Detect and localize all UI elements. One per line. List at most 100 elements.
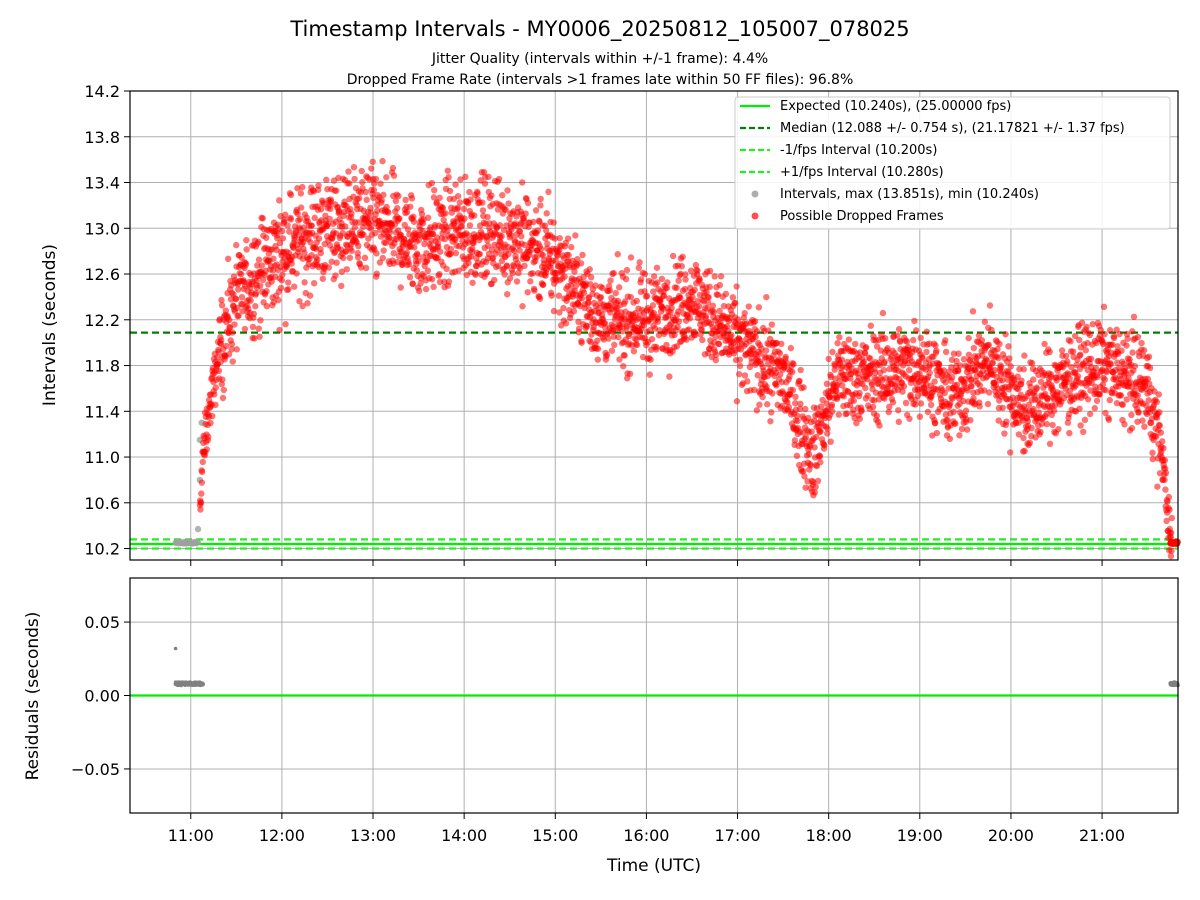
dropped-frame-point	[813, 433, 820, 441]
dropped-frame-point	[940, 367, 948, 374]
dropped-frame-point	[698, 326, 705, 333]
dropped-frame-point	[491, 276, 498, 284]
dropped-frame-point	[946, 435, 954, 443]
dropped-frame-point	[557, 322, 565, 329]
dropped-frame-point	[340, 254, 347, 262]
dropped-frame-point	[1131, 362, 1139, 370]
dropped-frame-point	[1146, 364, 1154, 372]
dropped-frame-point	[976, 403, 983, 410]
dropped-frame-point	[635, 264, 642, 271]
dropped-frame-point	[969, 308, 977, 315]
dropped-frame-point	[811, 444, 818, 451]
dropped-frame-point	[235, 286, 242, 293]
dropped-frame-point	[483, 269, 491, 276]
dropped-frame-point	[504, 291, 511, 298]
dropped-frame-point	[369, 158, 376, 165]
dropped-frame-point	[827, 438, 834, 445]
dropped-frame-point	[531, 287, 538, 294]
dropped-frame-point	[1168, 514, 1176, 522]
dropped-frame-point	[586, 266, 593, 273]
dropped-frame-point	[936, 361, 943, 368]
dropped-frame-point	[1135, 409, 1142, 416]
dropped-frame-point	[994, 346, 1001, 353]
dropped-frame-point	[390, 172, 398, 179]
dropped-frame-point	[518, 233, 525, 240]
dropped-frame-point	[355, 195, 363, 202]
dropped-frame-point	[1159, 438, 1166, 445]
dropped-frame-point	[856, 415, 864, 422]
dropped-frame-point	[446, 187, 454, 195]
x-axis-label: Time (UTC)	[606, 856, 701, 876]
dropped-frame-point	[931, 378, 938, 385]
dropped-frame-point	[606, 287, 614, 294]
dropped-frame-point	[715, 340, 723, 348]
dropped-frame-point	[657, 297, 664, 305]
dropped-frame-point	[1102, 409, 1109, 417]
intervals-y-tick-label: 12.2	[84, 311, 120, 330]
dropped-frame-point	[1037, 378, 1045, 386]
dropped-frame-point	[233, 346, 241, 353]
dropped-frame-point	[797, 366, 804, 374]
dropped-frame-point	[729, 294, 737, 301]
dropped-frame-point	[953, 357, 960, 365]
x-tick-label: 13:00	[350, 826, 396, 845]
dropped-frame-point	[1097, 326, 1105, 334]
dropped-frame-point	[212, 401, 219, 409]
dropped-frame-point	[867, 322, 875, 329]
dropped-frame-point	[211, 391, 218, 398]
dropped-frame-point	[821, 442, 828, 449]
dropped-frame-point	[284, 279, 292, 286]
dropped-frame-point	[712, 356, 720, 364]
dropped-frame-point	[219, 394, 227, 402]
dropped-frame-point	[502, 206, 509, 213]
dropped-frame-point	[736, 370, 743, 378]
dropped-frame-point	[505, 200, 512, 207]
dropped-frame-point	[368, 165, 375, 172]
dropped-frame-point	[484, 213, 491, 221]
dropped-frame-point	[362, 264, 370, 272]
dropped-frame-point	[720, 302, 728, 310]
dropped-frame-point	[608, 347, 616, 354]
dropped-frame-point	[605, 335, 612, 342]
dropped-frame-point	[481, 180, 489, 187]
dropped-frame-point	[367, 209, 374, 216]
dropped-frame-point	[960, 355, 968, 363]
dropped-frame-point	[570, 308, 578, 315]
dropped-frame-point	[1162, 469, 1170, 477]
dropped-frame-point	[263, 287, 270, 295]
dropped-frame-point	[948, 374, 956, 381]
dropped-frame-point	[218, 337, 225, 344]
dropped-frame-point	[1068, 363, 1075, 371]
dropped-frame-point	[361, 254, 369, 262]
dropped-frame-point	[287, 191, 295, 199]
dropped-frame-point	[413, 267, 421, 274]
dropped-frame-point	[445, 278, 453, 285]
dropped-frame-point	[328, 258, 335, 265]
dropped-frame-point	[636, 259, 643, 266]
dropped-frame-point	[1066, 429, 1073, 437]
dropped-frame-point	[575, 325, 583, 332]
dropped-frame-point	[1057, 390, 1065, 397]
dropped-frame-point	[540, 281, 547, 288]
dropped-frame-point	[695, 303, 703, 310]
dropped-frame-point	[912, 327, 920, 334]
dropped-frame-point	[397, 284, 404, 291]
dropped-frame-point	[917, 400, 925, 407]
dropped-frame-point	[293, 270, 300, 277]
dropped-frame-point	[1028, 424, 1035, 432]
dropped-frame-point	[282, 211, 289, 218]
dropped-frame-point	[430, 194, 438, 201]
dropped-frame-point	[1033, 384, 1040, 391]
dropped-frame-point	[829, 348, 836, 356]
residuals-x-ticks: 11:00 12:00 13:00 14:00 15:00 16:00 17:00 18:00…	[168, 813, 1125, 845]
dropped-frame-point	[255, 325, 262, 332]
dropped-frame-point	[332, 272, 339, 279]
dropped-frame-point	[357, 264, 365, 271]
dropped-frame-point	[1123, 342, 1130, 349]
dropped-frame-point	[509, 269, 516, 277]
dropped-frame-point	[231, 321, 238, 328]
dropped-frame-point	[769, 390, 776, 397]
dropped-frame-point	[762, 347, 770, 354]
dropped-frame-point	[1139, 417, 1146, 424]
dropped-frame-point	[299, 183, 306, 191]
